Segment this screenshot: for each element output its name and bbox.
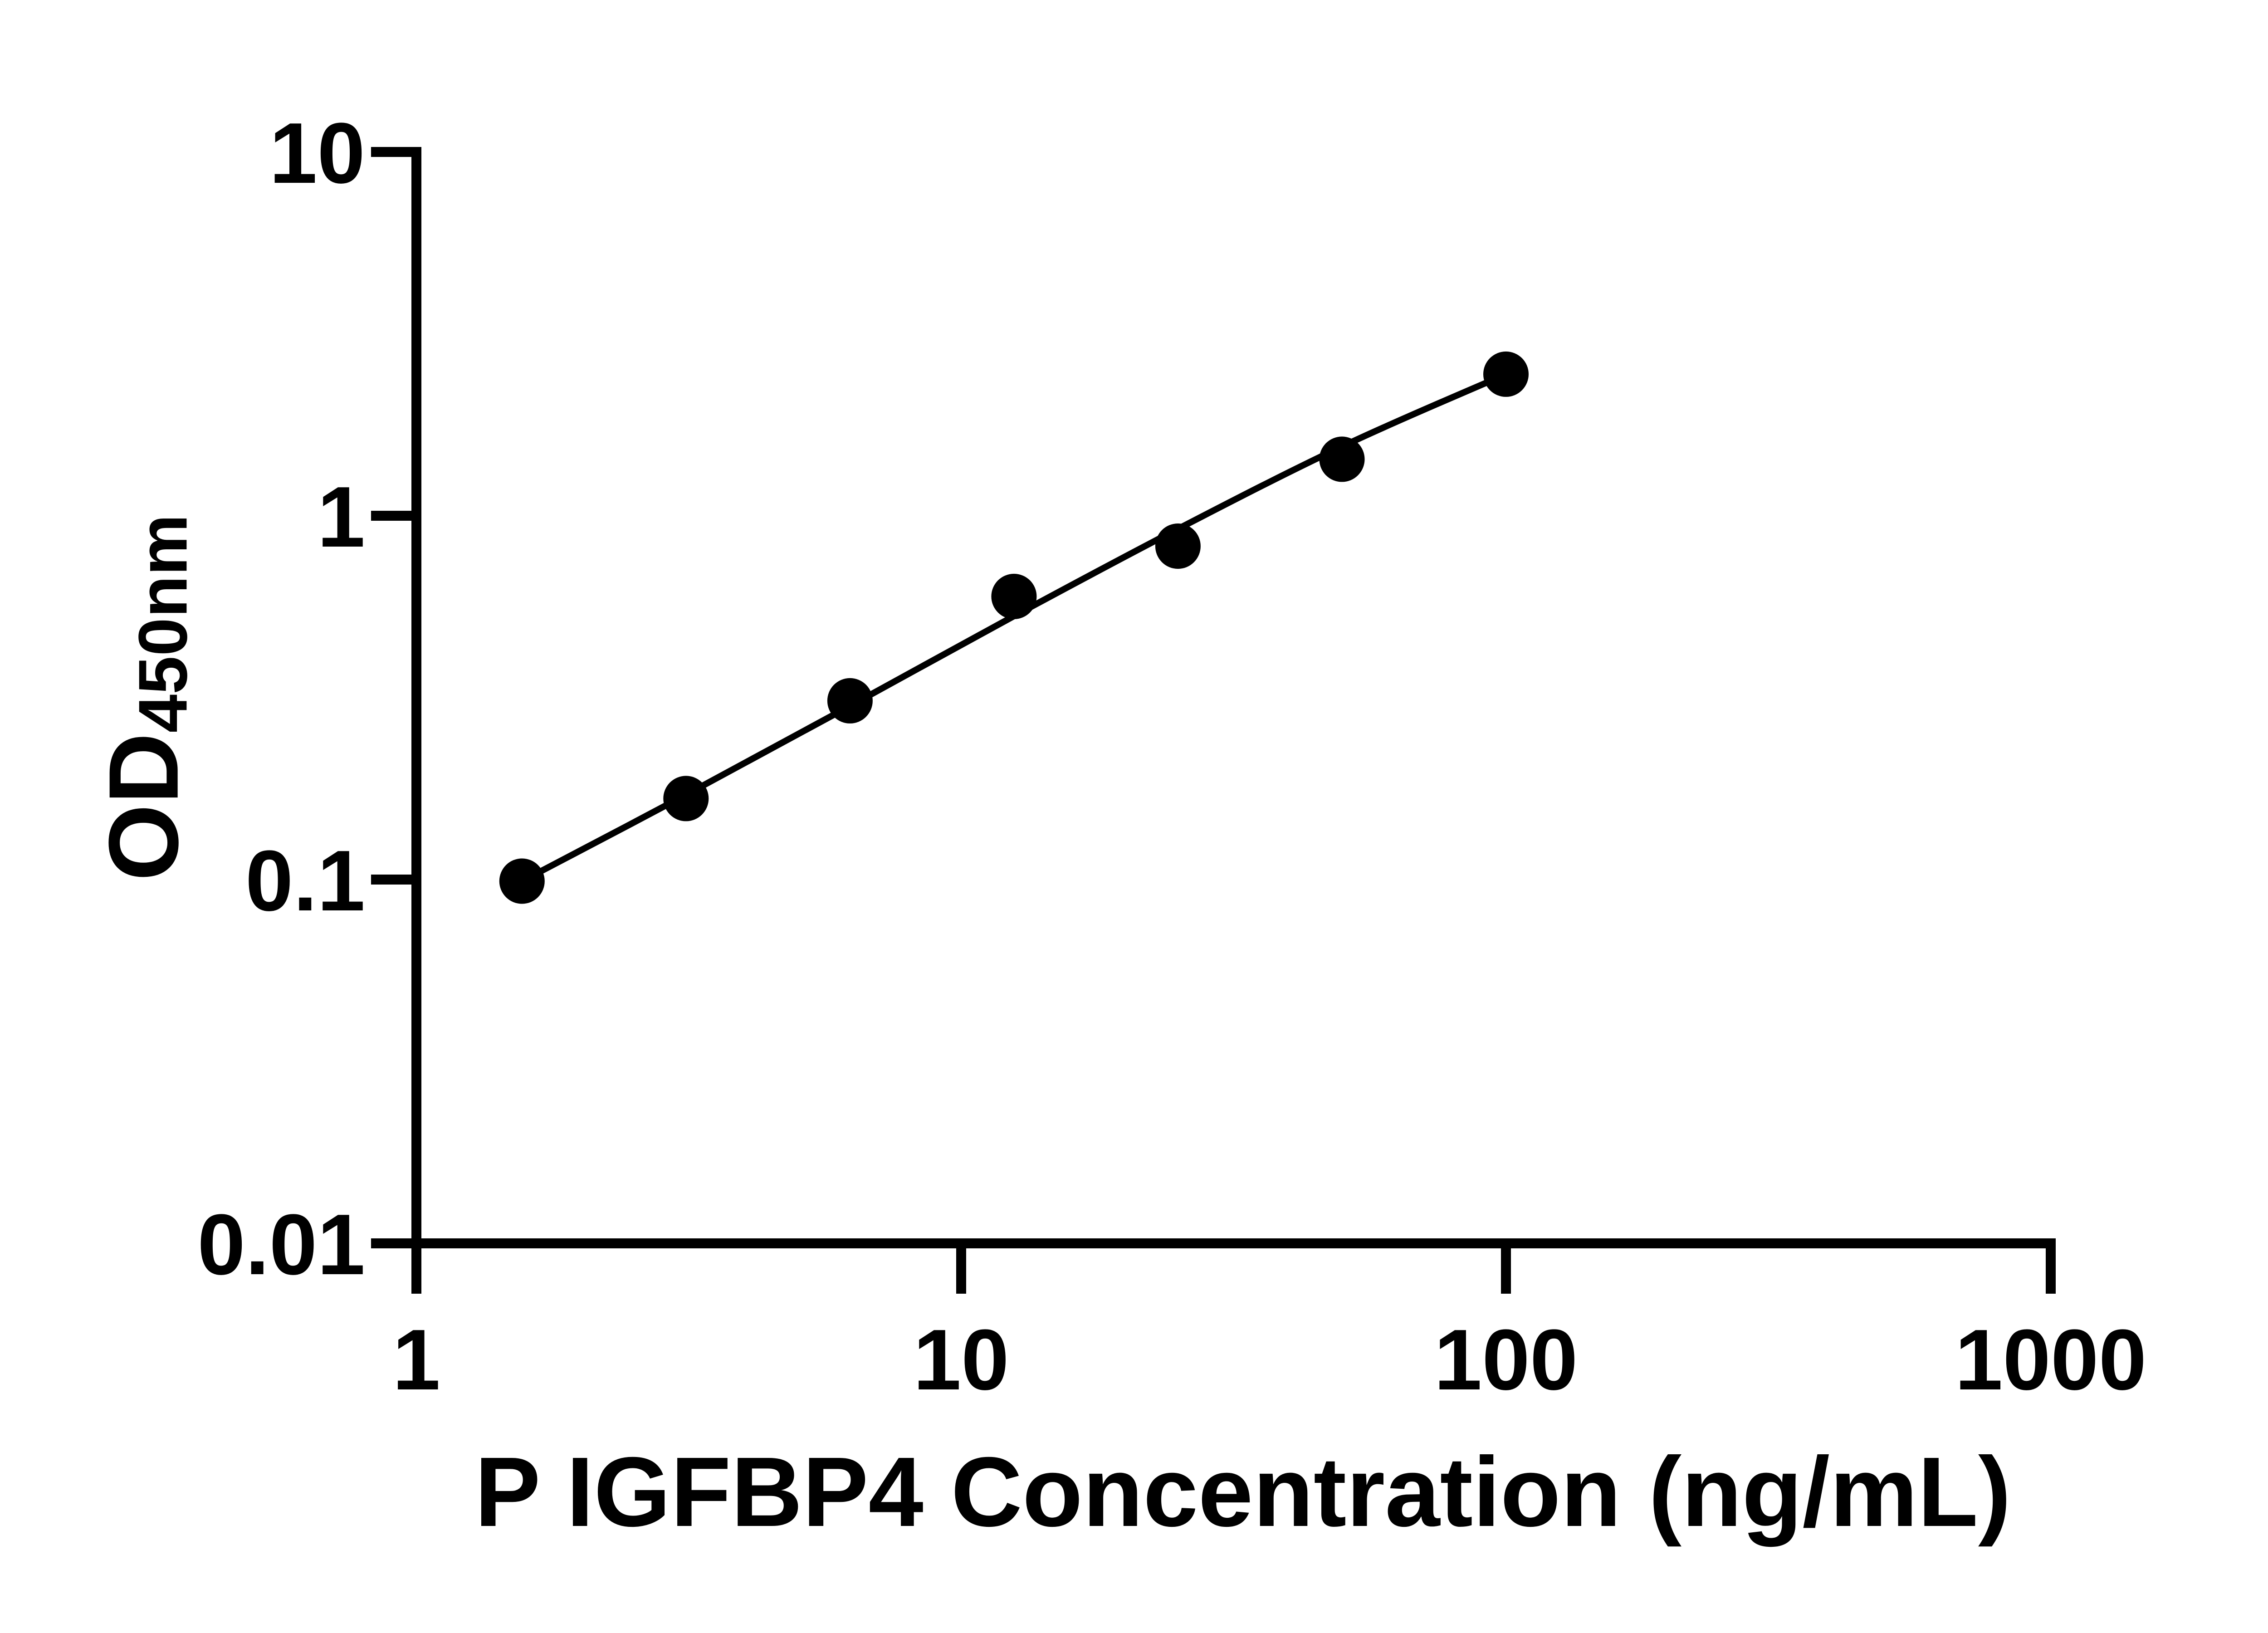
- data-point-2: [663, 776, 709, 821]
- data-point-7: [1483, 351, 1529, 397]
- y-tick-label-0.1: 0.1: [245, 833, 365, 929]
- y-tick-label-0.01: 0.01: [197, 1197, 365, 1293]
- y-axis-title-subscript: 450nm: [124, 514, 202, 733]
- x-tick-label-1: 1: [392, 1312, 440, 1408]
- x-tick-label-1000: 1000: [1955, 1312, 2147, 1408]
- data-point-1: [499, 858, 545, 904]
- x-tick-label-100: 100: [1434, 1312, 1578, 1408]
- data-point-4: [991, 573, 1037, 619]
- x-axis-title: P IGFBP4 Concentration (ng/mL): [474, 1437, 2011, 1547]
- data-point-5: [1155, 523, 1201, 569]
- data-point-3: [827, 678, 873, 724]
- x-tick-label-10: 10: [913, 1312, 1009, 1408]
- y-axis-title: OD450nm: [88, 514, 203, 881]
- y-tick-label-10: 10: [269, 105, 365, 201]
- data-point-6: [1319, 436, 1365, 482]
- y-axis-title-main: OD: [88, 733, 199, 881]
- y-tick-label-1: 1: [317, 469, 365, 565]
